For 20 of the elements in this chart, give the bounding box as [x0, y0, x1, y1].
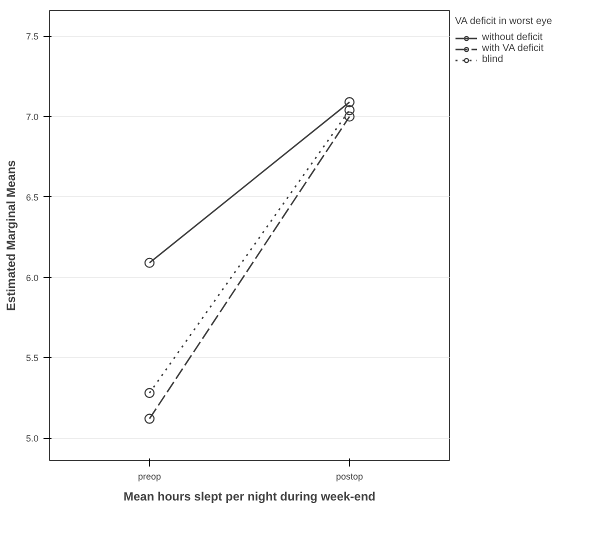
legend-label: with VA deficit	[482, 43, 544, 54]
legend-title: VA deficit in worst eye	[455, 16, 552, 27]
y-tick-label: 6.0	[26, 272, 39, 283]
point	[344, 111, 355, 122]
y-axis-title: Estimated Marginal Means	[4, 160, 18, 311]
point	[144, 258, 155, 268]
x-axis-title: Mean hours slept per night during week-end	[123, 490, 376, 504]
point	[144, 388, 155, 398]
x-tick-label: preop	[138, 472, 162, 482]
y-tick-label: 6.5	[26, 192, 39, 202]
point	[344, 97, 355, 108]
y-tick-label: 5.5	[26, 353, 39, 364]
legend-label: blind	[482, 54, 504, 65]
y-tick-label: 7.5	[26, 32, 39, 42]
point	[144, 414, 155, 424]
y-tick-label: 7.0	[26, 112, 39, 122]
y-tick-label: 5.0	[26, 434, 39, 444]
legend-label: without deficit	[482, 32, 543, 43]
x-tick-label: postop	[336, 472, 364, 482]
point	[344, 105, 355, 116]
